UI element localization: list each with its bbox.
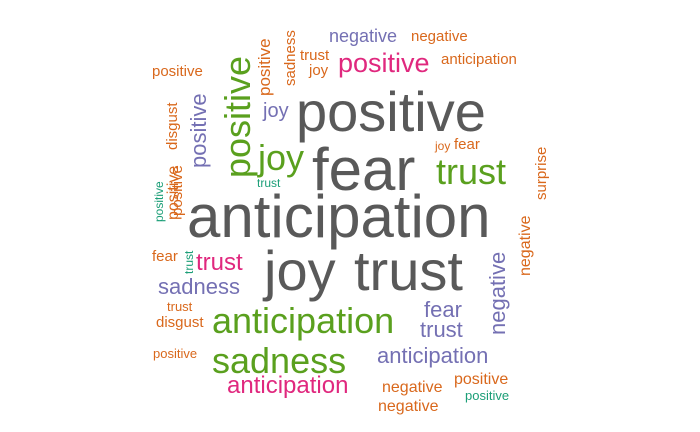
word: trust bbox=[420, 317, 463, 342]
word: sadness bbox=[282, 30, 299, 86]
word: disgust bbox=[156, 314, 204, 331]
word: trust bbox=[300, 47, 330, 64]
word: positive bbox=[169, 165, 186, 216]
word: positive bbox=[338, 48, 430, 78]
word: trust bbox=[354, 239, 463, 302]
word: anticipation bbox=[377, 343, 489, 368]
word: fear bbox=[424, 297, 462, 322]
word: joy bbox=[264, 239, 336, 302]
word: positive bbox=[152, 181, 166, 222]
word: negative bbox=[378, 398, 439, 415]
word: positive bbox=[255, 38, 274, 96]
word: fear bbox=[312, 136, 416, 203]
word: negative bbox=[411, 28, 468, 45]
word: joy bbox=[435, 139, 451, 153]
word: trust bbox=[167, 299, 193, 314]
word: anticipation bbox=[441, 51, 517, 68]
word: trust bbox=[182, 250, 196, 274]
word: anticipation bbox=[212, 300, 395, 341]
word: negative bbox=[517, 215, 534, 277]
word: trust bbox=[436, 151, 507, 192]
word: positive bbox=[217, 55, 258, 178]
word: sadness bbox=[158, 274, 240, 299]
word: anticipation bbox=[187, 183, 491, 250]
word: positive bbox=[152, 63, 203, 80]
word: positive bbox=[296, 80, 486, 143]
word: sadness bbox=[212, 340, 347, 381]
word: joy bbox=[258, 137, 305, 178]
word: disgust bbox=[164, 102, 181, 150]
word: positive bbox=[153, 346, 198, 361]
word: surprise bbox=[533, 146, 550, 200]
word: negative bbox=[329, 26, 398, 46]
word: trust bbox=[196, 249, 243, 276]
word: positive bbox=[465, 388, 510, 403]
word: anticipation bbox=[227, 372, 349, 399]
word: joy bbox=[309, 62, 329, 79]
word: positive bbox=[454, 371, 509, 388]
word: fear bbox=[152, 248, 178, 265]
word: joy bbox=[263, 100, 289, 122]
word: fear bbox=[454, 136, 480, 153]
word: negative bbox=[382, 379, 443, 396]
word: trust bbox=[257, 176, 281, 190]
word: positive bbox=[186, 93, 211, 168]
word: negative bbox=[485, 251, 510, 335]
